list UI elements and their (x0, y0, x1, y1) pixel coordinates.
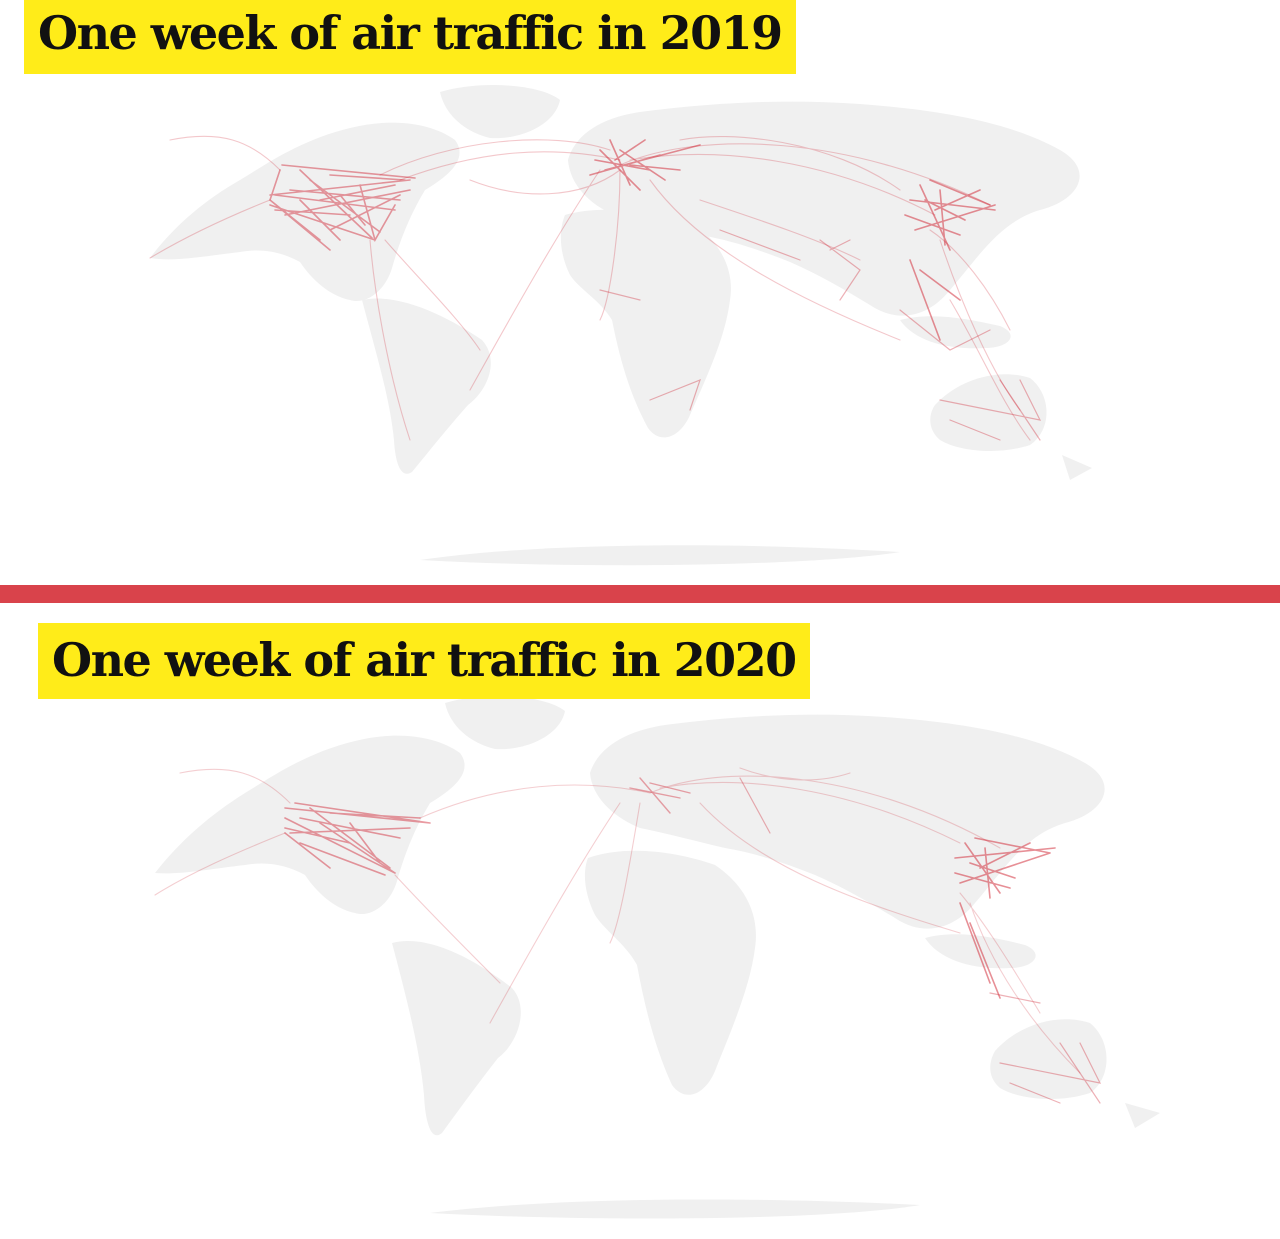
australia-land (990, 1019, 1107, 1100)
south-america-land (392, 941, 521, 1136)
europe-routes (589, 139, 701, 191)
map-title-2019: One week of air traffic in 2019 (24, 0, 796, 74)
east-asia-routes (954, 837, 1056, 999)
new-zealand-land (1125, 1103, 1160, 1128)
map-panel-2019: One week of air traffic in 2019 (0, 0, 1280, 585)
antarctica-land (420, 545, 900, 566)
flight-routes-2020 (154, 767, 1102, 1104)
map-title-2020: One week of air traffic in 2020 (38, 623, 810, 699)
long-haul-routes-2020 (154, 767, 1081, 1074)
north-america-land (150, 122, 460, 302)
north-america-routes (269, 164, 416, 251)
map-panel-2020: One week of air traffic in 2020 (0, 603, 1280, 1239)
australia-land (930, 374, 1047, 452)
north-america-land (155, 735, 465, 915)
greenland-land (440, 85, 560, 139)
europe-asia-land (590, 714, 1105, 929)
long-haul-routes-2019 (149, 135, 1031, 441)
world-map-2020 (154, 696, 1160, 1219)
africa-land (584, 850, 756, 1095)
east-asia-routes (904, 179, 996, 341)
south-america-land (362, 298, 491, 474)
africa-land (560, 209, 731, 438)
world-map-2019 (149, 85, 1092, 566)
panel-divider (0, 585, 1280, 603)
europe-routes (629, 777, 691, 814)
south-routes-2019 (599, 229, 1042, 441)
landmasses (155, 696, 1160, 1219)
antarctica-land (430, 1199, 920, 1219)
new-zealand-land (1062, 455, 1092, 480)
north-america-routes (284, 802, 431, 876)
europe-asia-land (568, 101, 1080, 316)
south-routes-2020 (739, 777, 1102, 1104)
southeast-asia-islands-land (900, 316, 1011, 349)
flight-routes-2019 (149, 135, 1042, 441)
greenland-land (445, 696, 565, 750)
landmasses (150, 85, 1092, 566)
southeast-asia-islands-land (925, 934, 1036, 969)
